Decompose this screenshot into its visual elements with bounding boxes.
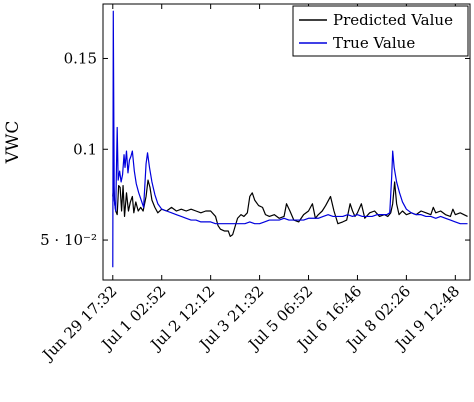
y-tick-label: 0.15	[64, 49, 97, 67]
plot-frame	[102, 3, 471, 281]
x-tick-label: Jun 29 17:32	[38, 282, 121, 365]
y-axis-label: VWC	[3, 121, 23, 165]
y-tick-label: 0.1	[73, 140, 97, 158]
legend: Predicted Value True Value	[292, 5, 469, 57]
series-layer	[112, 10, 468, 268]
legend-label: True Value	[333, 34, 415, 52]
y-axis: 5 · 10⁻² 0.1 0.15	[40, 49, 470, 249]
y-tick-label: 5 · 10⁻²	[40, 231, 97, 249]
legend-box	[292, 5, 469, 57]
series-line-predicted	[112, 179, 468, 238]
series-line-true	[112, 10, 468, 268]
legend-label: Predicted Value	[333, 11, 453, 29]
